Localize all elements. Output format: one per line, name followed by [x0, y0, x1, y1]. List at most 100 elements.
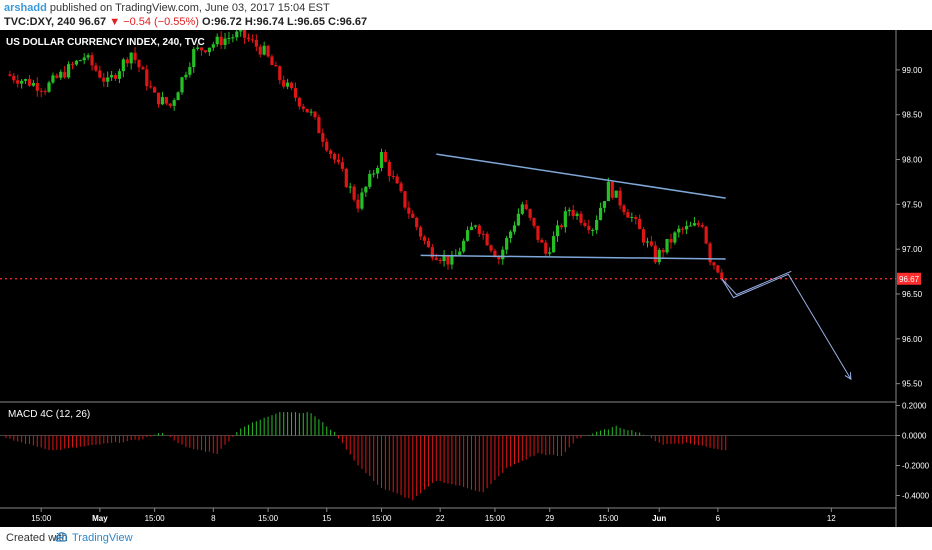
candle-body — [43, 91, 47, 93]
macd-tick-label: -0.2000 — [902, 462, 930, 471]
author-link[interactable]: arshadd — [4, 2, 47, 14]
candle-body — [501, 249, 505, 260]
candle-body — [473, 225, 477, 227]
footer: Created with TradingView — [0, 527, 932, 550]
candle-body — [203, 50, 208, 53]
candle-body — [12, 75, 16, 81]
candle-body — [266, 45, 270, 57]
candle-body — [215, 36, 219, 45]
price-tick-label: 99.00 — [902, 66, 923, 75]
time-tick-label: 8 — [211, 514, 216, 523]
upper-trendline — [436, 153, 726, 199]
candle-body — [78, 60, 82, 62]
publish-header: arshadd published on TradingView.com, Ju… — [0, 0, 932, 30]
candle-body — [137, 59, 141, 68]
candle-body — [368, 173, 372, 187]
candle-body — [199, 47, 204, 51]
candle-body — [587, 225, 591, 230]
candle-body — [407, 207, 411, 214]
candle-body — [59, 71, 63, 78]
candle-body — [188, 67, 192, 75]
candle-body — [160, 97, 165, 105]
tradingview-brand-link[interactable]: TradingView — [72, 532, 133, 544]
drawing-layer[interactable] — [0, 153, 896, 381]
candle-body — [559, 225, 564, 228]
candle-body — [649, 241, 653, 246]
candle-body — [8, 74, 12, 76]
time-tick-label: 22 — [436, 514, 445, 523]
candle-body — [692, 223, 697, 226]
candle-body — [262, 45, 266, 55]
candle-body — [250, 39, 255, 41]
candle-body — [82, 57, 86, 61]
candle-body — [231, 37, 235, 39]
candle-body — [508, 231, 513, 239]
candle-body — [720, 272, 724, 279]
candle-body — [239, 30, 243, 32]
symbol-info: TVC:DXY, 240 96.67 ▼ −0.54 (−0.55%) O:96… — [4, 16, 367, 28]
candle-body — [422, 236, 427, 241]
candle-body — [94, 65, 98, 71]
candle-body — [485, 233, 489, 246]
candle-body — [270, 56, 274, 66]
time-tick-label: 15:00 — [258, 514, 279, 523]
candle-body — [688, 225, 693, 227]
candle-body — [289, 82, 294, 89]
candle-body — [544, 242, 548, 254]
time-tick-label: 15:00 — [31, 514, 52, 523]
candle-body — [121, 59, 125, 72]
macd-tick-label: 0.2000 — [902, 402, 927, 411]
candle-body — [293, 88, 298, 98]
candle-body — [700, 224, 704, 227]
last-price-label: 96.67 — [899, 275, 920, 284]
candle-body — [196, 47, 200, 49]
down-arrow-icon: ▼ — [109, 16, 121, 28]
time-axis[interactable]: 15:00 May 15:00 8 15:00 15 15:00 22 15:00 29 15:00… — [0, 507, 896, 523]
candle-body — [110, 74, 114, 78]
price-tick-label: 98.50 — [902, 111, 923, 120]
candle-body — [673, 232, 677, 243]
candle-body — [141, 67, 145, 70]
candle-body — [192, 48, 196, 68]
candle-body — [66, 64, 71, 78]
candle-body — [505, 238, 509, 250]
macd-pane[interactable]: MACD 4C (12, 26) — [8, 409, 90, 420]
candle-body — [63, 71, 67, 78]
candle-body — [419, 227, 423, 237]
time-tick-label: 15:00 — [371, 514, 392, 523]
candle-body — [430, 247, 434, 258]
candle-body — [325, 141, 329, 151]
candle-body — [469, 226, 474, 231]
candle-body — [184, 74, 188, 78]
candle-body — [536, 225, 540, 240]
candle-body — [145, 69, 149, 87]
candle-body — [575, 213, 579, 216]
candle-body — [297, 97, 301, 107]
candle-body — [47, 82, 51, 92]
candle-body — [31, 83, 35, 86]
candle-body — [301, 106, 305, 109]
candle-body — [125, 59, 129, 64]
candle-body — [497, 257, 501, 260]
candle-body — [286, 82, 290, 87]
ohlc-values: O:96.72 H:96.74 L:96.65 C:96.67 — [202, 16, 368, 28]
candle-body — [278, 66, 282, 81]
tradingview-cloud-icon — [55, 532, 67, 542]
candle-body — [258, 46, 262, 55]
price-axis[interactable]: 99.00 98.50 98.00 97.50 97.00 96.50 96.00 95.50… — [895, 30, 930, 527]
candle-body — [540, 239, 544, 243]
candle-body — [446, 255, 450, 265]
candle-body — [321, 133, 325, 142]
time-tick-label: 15:00 — [145, 514, 166, 523]
chart-area[interactable]: US DOLLAR CURRENCY INDEX, 240, TVC MACD … — [0, 30, 932, 527]
candle-body — [458, 251, 462, 256]
time-tick-label: 6 — [716, 514, 721, 523]
candle-body — [395, 176, 399, 184]
candle-body — [364, 186, 368, 193]
candle-body — [352, 186, 356, 200]
candle-body — [677, 228, 681, 233]
price-change: −0.54 (−0.55%) — [123, 16, 199, 28]
candle-body — [622, 205, 626, 213]
price-pane[interactable]: US DOLLAR CURRENCY INDEX, 240, TVC — [6, 37, 205, 48]
candle-body — [246, 37, 251, 40]
